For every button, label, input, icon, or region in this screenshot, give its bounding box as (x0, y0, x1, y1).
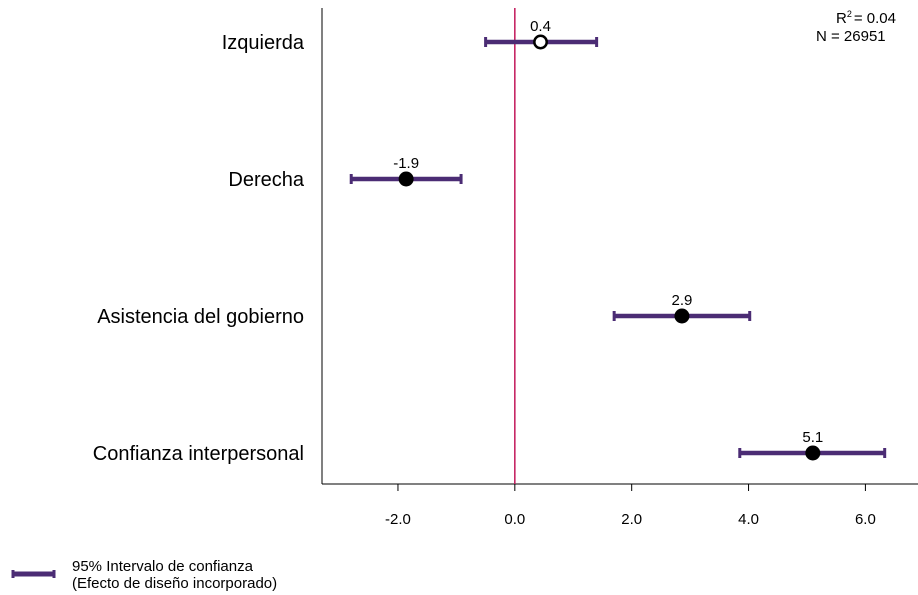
point-estimate (805, 445, 821, 461)
x-axis-ticks: -2.0 0.0 2.0 4.0 6.0 (385, 484, 876, 528)
point-estimate (398, 171, 414, 187)
point-estimate (533, 34, 548, 50)
plot-axes (321, 8, 918, 485)
category-label: Confianza interpersonal (93, 443, 304, 465)
r2-label: R2 = 0.04 (836, 9, 896, 27)
value-label: 2.9 (672, 292, 693, 309)
category-label: Asistencia del gobierno (97, 306, 304, 328)
legend-line-1: 95% Intervalo de confianza (72, 558, 254, 575)
category-label: Izquierda (222, 32, 305, 54)
value-label: 5.1 (802, 429, 823, 446)
n-label: N = 26951 (816, 28, 886, 45)
x-tick-label: 6.0 (855, 511, 876, 528)
value-label: 0.4 (530, 18, 551, 35)
legend-line-2: (Efecto de diseño incorporado) (72, 575, 277, 592)
value-label: -1.9 (393, 155, 419, 172)
category-labels: Izquierda Derecha Asistencia del gobierno C… (93, 32, 305, 465)
x-tick-label: 0.0 (504, 511, 525, 528)
x-tick-label: 2.0 (621, 511, 642, 528)
model-stats: R2 = 0.04 N = 26951 (816, 9, 896, 45)
legend: 95% Intervalo de confianza (Efecto de di… (11, 558, 277, 592)
x-tick-label: -2.0 (385, 511, 411, 528)
coefficient-marks: 0.4 -1.9 2.9 5.1 (349, 18, 887, 461)
point-estimate (674, 308, 690, 324)
category-label: Derecha (228, 169, 304, 191)
x-tick-label: 4.0 (738, 511, 759, 528)
